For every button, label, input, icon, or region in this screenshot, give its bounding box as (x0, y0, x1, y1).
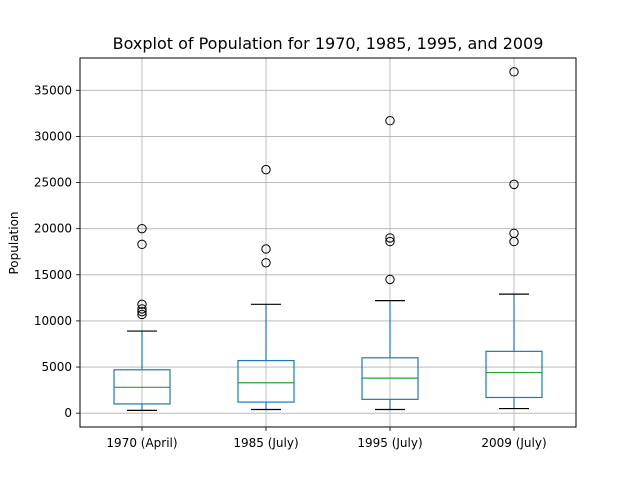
outlier-point (385, 274, 395, 285)
y-tick-label: 10000 (34, 314, 72, 328)
x-tick-label: 1985 (July) (233, 436, 298, 450)
outlier-point (137, 304, 147, 314)
y-tick-label: 35000 (34, 83, 72, 97)
box-group (485, 67, 543, 410)
outlier-point (509, 179, 519, 190)
grid-layer (80, 58, 576, 427)
outlier-point (137, 306, 147, 317)
outlier-point (261, 258, 271, 268)
outlier-point (137, 299, 147, 310)
y-tick-label: 0 (64, 406, 72, 420)
outlier-point (261, 244, 271, 254)
y-axis-label: Population (7, 211, 21, 274)
x-tick-label: 1995 (July) (357, 436, 422, 450)
outlier-point (385, 233, 395, 243)
outlier-point (385, 116, 395, 126)
chart-title: Boxplot of Population for 1970, 1985, 19… (113, 34, 544, 53)
y-tick-label: 25000 (34, 176, 72, 190)
outlier-point (137, 239, 147, 250)
x-tick-label: 1970 (April) (106, 436, 177, 450)
iqr-box (485, 350, 543, 399)
y-tick-label: 15000 (34, 268, 72, 282)
tick-layer: 1970 (April) 1985 (July) 1995 (July) 2009 (… (34, 83, 547, 450)
iqr-box (237, 359, 295, 403)
y-tick-label: 20000 (34, 222, 72, 236)
outlier-point (385, 236, 395, 247)
outlier-point (137, 223, 147, 234)
outlier-point (509, 228, 519, 238)
box-group (361, 116, 419, 411)
box-group (237, 164, 295, 411)
outlier-point (261, 164, 271, 175)
plot-frame (79, 57, 577, 428)
outlier-point (137, 309, 147, 320)
y-tick-label: 5000 (41, 360, 72, 374)
box-layer (113, 67, 543, 411)
x-tick-label: 2009 (July) (481, 436, 546, 450)
box-group (113, 223, 171, 411)
outlier-point (509, 67, 519, 77)
y-tick-label: 30000 (34, 129, 72, 143)
